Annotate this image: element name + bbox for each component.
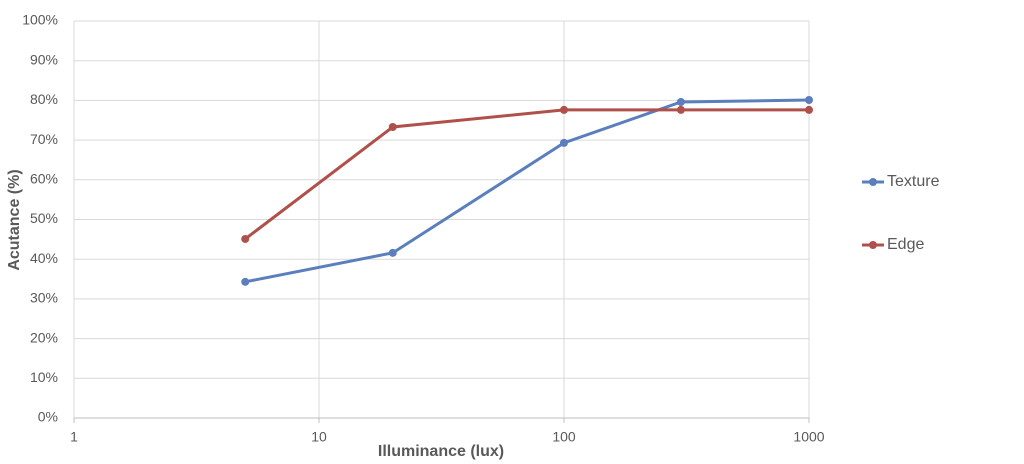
y-tick-label: 10% [30,369,58,385]
x-axis-title: Illuminance (lux) [378,443,504,460]
y-tick-label: 90% [30,51,58,67]
data-point [676,105,685,114]
data-point [676,97,685,106]
y-tick-label: 40% [30,250,58,266]
y-tick-label: 70% [30,131,58,147]
data-point [805,96,813,105]
x-tick-label: 1000 [793,429,824,445]
x-tick-label: 100 [552,429,576,445]
y-tick-label: 20% [30,329,58,345]
x-tick-label: 10 [311,429,327,445]
y-tick-label: 50% [30,210,58,226]
y-tick-label: 0% [38,409,58,425]
y-tick-label: 60% [30,171,58,187]
y-tick-label: 80% [30,91,58,107]
data-point [241,277,250,286]
data-point [241,234,250,243]
y-tick-label: 100% [22,12,58,28]
legend-label: Edge [887,236,924,253]
legend-label: Texture [887,173,940,190]
data-point [388,248,397,257]
data-point [560,105,568,114]
legend-marker [869,241,877,249]
y-axis-title: Acutance (%) [6,169,23,270]
data-point [805,105,813,114]
legend-marker [869,178,877,186]
series-line [244,98,810,284]
data-point [388,122,397,131]
data-point [560,138,568,147]
x-tick-label: 1 [70,429,78,445]
y-tick-label: 30% [30,290,58,306]
